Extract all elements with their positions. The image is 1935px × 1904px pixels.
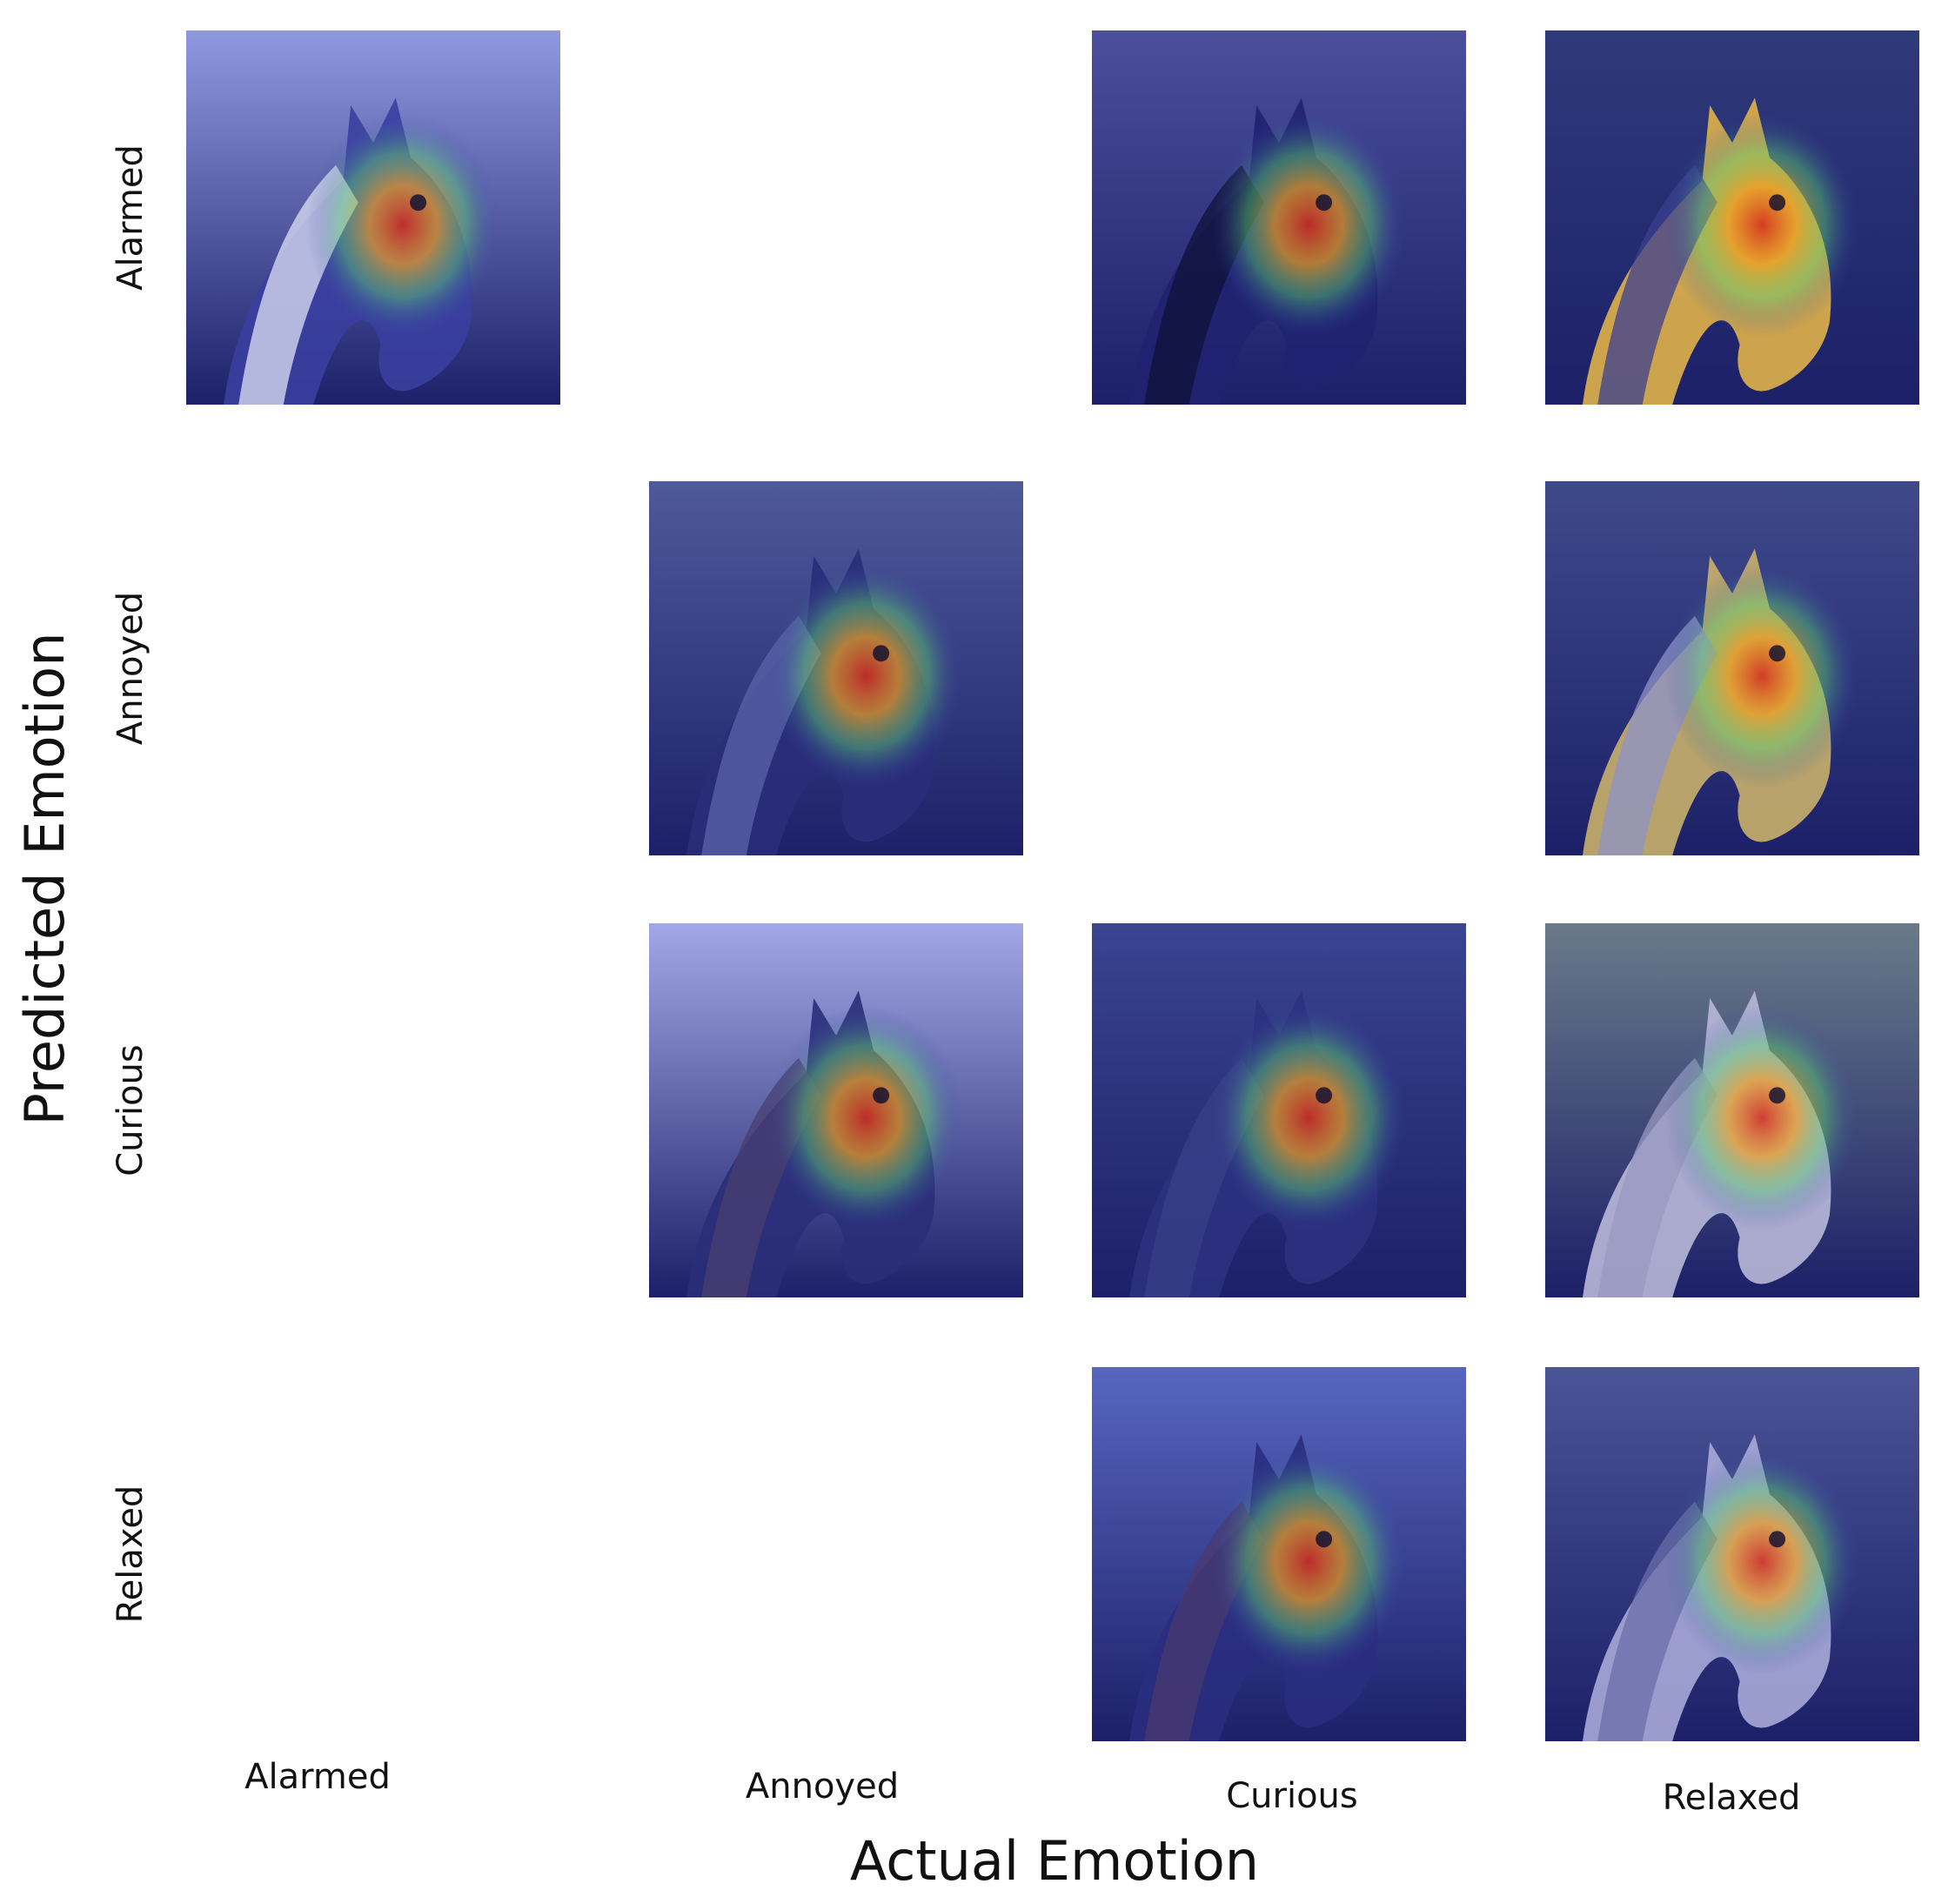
gradcam-cell-relaxed-relaxed <box>1545 1367 1919 1741</box>
gradcam-cell-alarmed-relaxed <box>1545 30 1919 405</box>
gradcam-cell-annoyed-annoyed <box>649 481 1023 855</box>
column-label-alarmed: Alarmed <box>244 1757 391 1797</box>
gradcam-cell-curious-annoyed <box>649 923 1023 1297</box>
gradcam-cell-curious-relaxed <box>1545 923 1919 1297</box>
row-label-curious: Curious <box>110 1044 151 1177</box>
horse-heatmap-image <box>186 30 560 405</box>
horse-heatmap-image <box>649 481 1023 855</box>
horse-heatmap-image <box>1092 30 1466 405</box>
row-label-alarmed: Alarmed <box>110 144 151 291</box>
horse-heatmap-image <box>649 923 1023 1297</box>
gradcam-cell-alarmed-curious <box>1092 30 1466 405</box>
column-label-relaxed: Relaxed <box>1662 1778 1801 1818</box>
gradcam-cell-annoyed-relaxed <box>1545 481 1919 855</box>
row-label-relaxed: Relaxed <box>110 1485 151 1624</box>
x-axis-title: Actual Emotion <box>849 1829 1260 1893</box>
horse-heatmap-image <box>1545 30 1919 405</box>
horse-heatmap-image <box>1545 923 1919 1297</box>
column-label-annoyed: Annoyed <box>745 1767 900 1807</box>
horse-heatmap-image <box>1092 1367 1466 1741</box>
y-axis-title: Predicted Emotion <box>13 632 77 1126</box>
horse-heatmap-image <box>1545 1367 1919 1741</box>
column-label-curious: Curious <box>1226 1776 1358 1816</box>
gradcam-cell-curious-curious <box>1092 923 1466 1297</box>
row-label-annoyed: Annoyed <box>110 591 151 746</box>
horse-heatmap-image <box>1092 923 1466 1297</box>
horse-heatmap-image <box>1545 481 1919 855</box>
gradcam-cell-relaxed-curious <box>1092 1367 1466 1741</box>
gradcam-cell-alarmed-alarmed <box>186 30 560 405</box>
